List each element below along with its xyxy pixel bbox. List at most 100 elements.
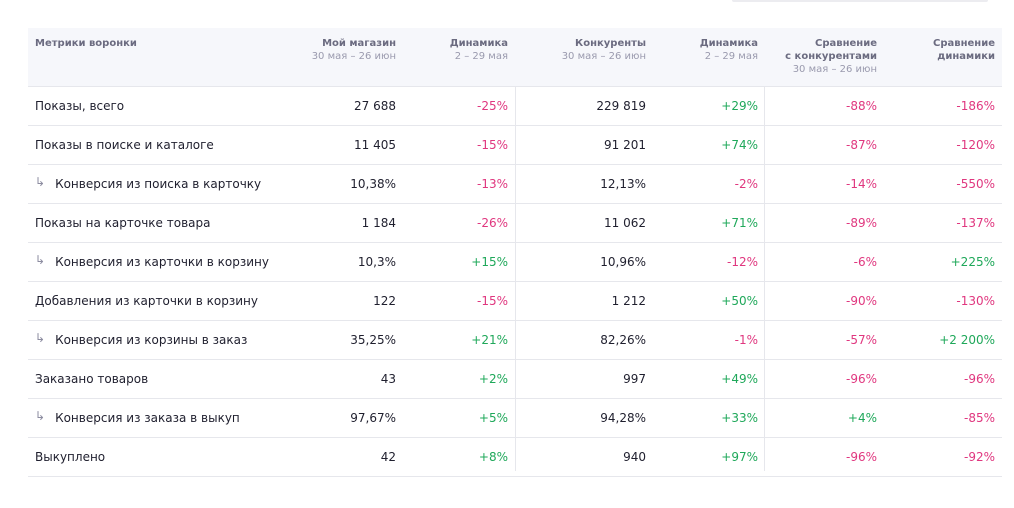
metric-name: Показы, всего [35, 87, 124, 125]
compare-competitors-value: -87% [845, 138, 877, 152]
table-row[interactable]: Заказано товаров 43 +2% 997 +49% -96% -96% [28, 360, 1002, 399]
competitors-value: 11 062 [604, 216, 646, 230]
compare-competitors-value: -96% [845, 372, 877, 386]
metric-label: Показы на карточке товара [35, 216, 211, 230]
header-compare-dynamics[interactable]: Сравнение динамики [933, 38, 995, 62]
competitors-value: 997 [623, 372, 646, 386]
funnel-metrics-table: Метрики воронки Мой магазин 30 мая – 26 … [28, 28, 1002, 477]
my-shop-dynamics: -15% [476, 294, 508, 308]
header-dynamics-1[interactable]: Динамика 2 – 29 мая [449, 38, 508, 62]
subdirectory-arrow-icon: ↳ [35, 331, 46, 345]
competitors-value: 1 212 [611, 294, 646, 308]
metric-label: Конверсия из корзины в заказ [55, 333, 248, 347]
column-divider [515, 28, 516, 471]
table-row[interactable]: Добавления из карточки в корзину 122 -15% 1… [28, 282, 1002, 321]
top-tab-edge [732, 0, 988, 2]
my-shop-dynamics: +5% [478, 411, 508, 425]
my-shop-value: 1 184 [361, 216, 396, 230]
metric-label: Конверсия из заказа в выкуп [55, 411, 240, 425]
competitors-dynamics: -1% [734, 333, 758, 347]
table-row[interactable]: Показы на карточке товара 1 184 -26% 11 062… [28, 204, 1002, 243]
my-shop-dynamics: -26% [476, 216, 508, 230]
subdirectory-arrow-icon: ↳ [35, 175, 46, 189]
competitors-value: 229 819 [596, 99, 646, 113]
my-shop-value: 27 688 [354, 99, 396, 113]
compare-dynamics-value: -130% [956, 294, 995, 308]
table-row[interactable]: ↳ Конверсия из заказа в выкуп 97,67% +5% 94,… [28, 399, 1002, 438]
table-row[interactable]: Показы, всего 27 688 -25% 229 819 +29% -88% -1… [28, 87, 1002, 126]
metric-label: Конверсия из поиска в карточку [55, 177, 262, 191]
competitors-dynamics: -12% [726, 255, 758, 269]
table-row[interactable]: Показы в поиске и каталоге 11 405 -15% 91 2… [28, 126, 1002, 165]
compare-competitors-value: -88% [845, 99, 877, 113]
compare-dynamics-value: -85% [963, 411, 995, 425]
compare-dynamics-value: +225% [950, 255, 995, 269]
competitors-value: 12,13% [600, 177, 646, 191]
my-shop-value: 42 [380, 450, 396, 464]
table-header: Метрики воронки Мой магазин 30 мая – 26 … [28, 28, 1002, 87]
metric-label: Конверсия из карточки в корзину [55, 255, 269, 269]
compare-dynamics-value: -186% [956, 99, 995, 113]
competitors-dynamics: +71% [721, 216, 758, 230]
table-row[interactable]: ↳ Конверсия из корзины в заказ 35,25% +21% 8… [28, 321, 1002, 360]
metric-name: Показы в поиске и каталоге [35, 126, 214, 164]
table-row[interactable]: ↳ Конверсия из карточки в корзину 10,3% +15… [28, 243, 1002, 282]
my-shop-value: 97,67% [350, 411, 396, 425]
competitors-value: 82,26% [600, 333, 646, 347]
metric-label: Показы в поиске и каталоге [35, 138, 214, 152]
competitors-dynamics: +97% [721, 450, 758, 464]
competitors-dynamics: +49% [721, 372, 758, 386]
compare-competitors-value: -6% [853, 255, 877, 269]
subdirectory-arrow-icon: ↳ [35, 409, 46, 423]
my-shop-value: 11 405 [354, 138, 396, 152]
metric-name: Показы на карточке товара [35, 204, 210, 242]
metric-name: Добавления из карточки в корзину [35, 282, 258, 320]
my-shop-dynamics: +15% [471, 255, 508, 269]
metric-name: Заказано товаров [35, 360, 148, 398]
my-shop-dynamics: +8% [478, 450, 508, 464]
my-shop-value: 35,25% [350, 333, 396, 347]
header-compare-competitors[interactable]: Сравнение с конкурентами 30 мая – 26 июн [785, 38, 877, 75]
competitors-dynamics: +29% [721, 99, 758, 113]
header-my-shop[interactable]: Мой магазин 30 мая – 26 июн [311, 38, 396, 62]
table-row[interactable]: ↳ Конверсия из поиска в карточку 10,38% -13… [28, 165, 1002, 204]
my-shop-value: 10,3% [357, 255, 396, 269]
my-shop-value: 122 [373, 294, 396, 308]
competitors-dynamics: -2% [734, 177, 758, 191]
metric-label: Показы, всего [35, 99, 125, 113]
my-shop-dynamics: +21% [471, 333, 508, 347]
my-shop-value: 10,38% [350, 177, 396, 191]
competitors-dynamics: +74% [721, 138, 758, 152]
compare-competitors-value: -90% [845, 294, 877, 308]
metric-name: ↳ Конверсия из поиска в карточку [35, 165, 261, 203]
my-shop-dynamics: -25% [476, 99, 508, 113]
my-shop-dynamics: +2% [478, 372, 508, 386]
compare-competitors-value: -57% [845, 333, 877, 347]
compare-competitors-value: -96% [845, 450, 877, 464]
my-shop-value: 43 [380, 372, 396, 386]
header-dynamics-2[interactable]: Динамика 2 – 29 мая [699, 38, 758, 62]
subdirectory-arrow-icon: ↳ [35, 253, 46, 267]
my-shop-dynamics: -15% [476, 138, 508, 152]
competitors-dynamics: +50% [721, 294, 758, 308]
metric-name: Выкуплено [35, 438, 105, 476]
column-divider [764, 28, 765, 471]
header-metric[interactable]: Метрики воронки [35, 38, 137, 49]
competitors-value: 91 201 [604, 138, 646, 152]
table-row[interactable]: Выкуплено 42 +8% 940 +97% -96% -92% [28, 438, 1002, 477]
table-body: Показы, всего 27 688 -25% 229 819 +29% -88% -1… [28, 87, 1002, 477]
compare-dynamics-value: -92% [963, 450, 995, 464]
competitors-value: 94,28% [600, 411, 646, 425]
compare-competitors-value: -14% [845, 177, 877, 191]
compare-dynamics-value: -550% [956, 177, 995, 191]
metric-label: Выкуплено [35, 450, 106, 464]
header-competitors[interactable]: Конкуренты 30 мая – 26 июн [561, 38, 646, 62]
compare-dynamics-value: -120% [956, 138, 995, 152]
metric-name: ↳ Конверсия из карточки в корзину [35, 243, 269, 281]
compare-competitors-value: -89% [845, 216, 877, 230]
metric-name: ↳ Конверсия из заказа в выкуп [35, 399, 240, 437]
metric-label: Заказано товаров [35, 372, 149, 386]
my-shop-dynamics: -13% [476, 177, 508, 191]
compare-dynamics-value: -96% [963, 372, 995, 386]
compare-competitors-value: +4% [847, 411, 877, 425]
